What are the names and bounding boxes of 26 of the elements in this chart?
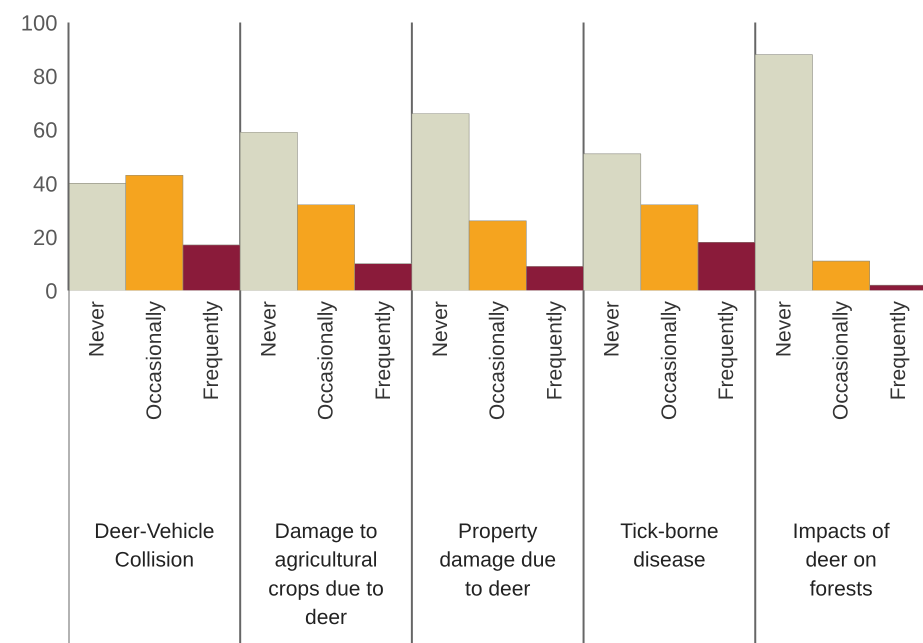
y-tick-label: 0 xyxy=(45,278,58,304)
x-tick-label: Frequently xyxy=(886,300,910,400)
text: Deer-Vehicle Collision xyxy=(94,520,214,572)
text: Tick-borne disease xyxy=(620,520,719,572)
x-tick-label: Frequently xyxy=(543,300,566,400)
x-tick-label: Never xyxy=(600,301,624,358)
x-tick-label: Frequently xyxy=(372,300,395,400)
x-tick-label: Occasionally xyxy=(830,300,853,420)
y-tick-label: 40 xyxy=(33,171,58,196)
x-tick-label: Never xyxy=(772,301,796,358)
x-tick-label: Occasionally xyxy=(486,300,510,420)
y-tick-label: 80 xyxy=(33,64,58,90)
x-tick-label: Occasionally xyxy=(314,300,338,420)
x-tick-label: Never xyxy=(257,301,280,358)
text: Damage to agricultural crops due to deer xyxy=(268,520,384,630)
x-tick-label: Occasionally xyxy=(658,300,681,420)
x-tick-label: Never xyxy=(86,301,109,358)
x-tick-label: Frequently xyxy=(200,300,224,400)
y-tick-label: 20 xyxy=(33,224,58,250)
text: Impacts of deer on forests xyxy=(792,520,890,600)
x-tick-label: Frequently xyxy=(715,300,738,400)
x-tick-label: Never xyxy=(428,301,452,358)
y-tick-label: 100 xyxy=(20,10,58,36)
text: Property damage due to deer xyxy=(439,520,556,600)
y-tick-label: 60 xyxy=(33,118,58,143)
x-tick-label: Occasionally xyxy=(142,300,166,420)
